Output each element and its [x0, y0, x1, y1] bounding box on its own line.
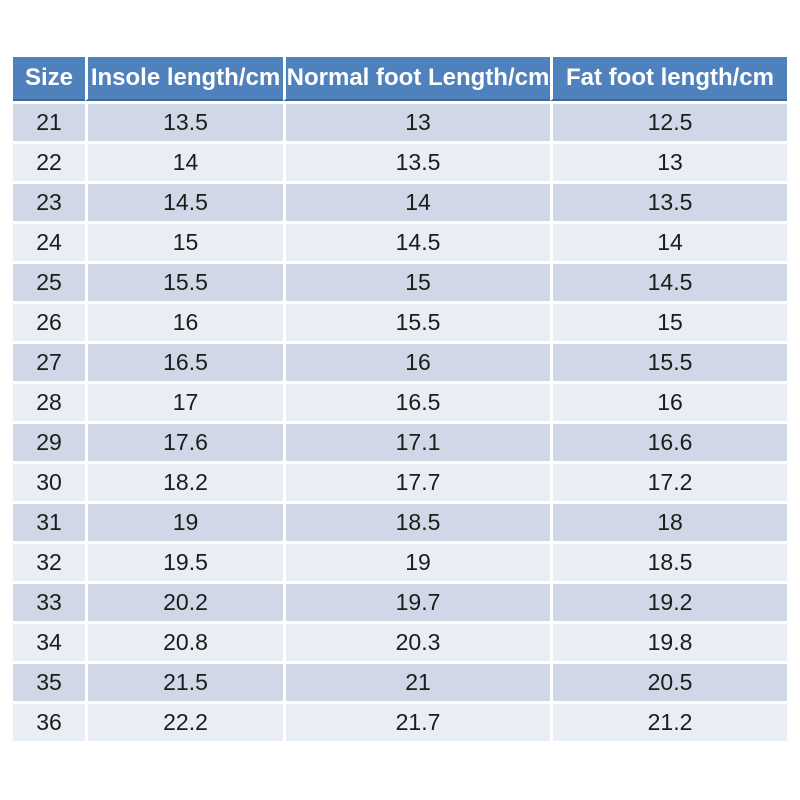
size-cell: 26 [13, 304, 85, 344]
size-cell: 31 [13, 504, 85, 544]
table-row: 27 16.5 16 15.5 [13, 344, 787, 384]
table-row: 33 20.2 19.7 19.2 [13, 584, 787, 624]
value-cell: 19.7 [283, 584, 550, 624]
value-cell: 16 [85, 304, 283, 344]
value-cell: 19.2 [550, 584, 787, 624]
value-cell: 13.5 [85, 101, 283, 144]
value-cell: 17.1 [283, 424, 550, 464]
size-cell: 30 [13, 464, 85, 504]
size-cell: 22 [13, 144, 85, 184]
value-cell: 21.7 [283, 704, 550, 744]
value-cell: 13.5 [550, 184, 787, 224]
value-cell: 14 [550, 224, 787, 264]
size-chart-table: Size Insole length/cm Normal foot Length… [13, 57, 787, 744]
value-cell: 21.2 [550, 704, 787, 744]
value-cell: 15.5 [85, 264, 283, 304]
table-row: 30 18.2 17.7 17.2 [13, 464, 787, 504]
column-header-insole-length: Insole length/cm [85, 57, 283, 101]
value-cell: 19 [283, 544, 550, 584]
value-cell: 18.2 [85, 464, 283, 504]
value-cell: 17.6 [85, 424, 283, 464]
size-chart: Size Insole length/cm Normal foot Length… [13, 57, 787, 744]
value-cell: 13 [283, 101, 550, 144]
table-row: 36 22.2 21.7 21.2 [13, 704, 787, 744]
table-header-row: Size Insole length/cm Normal foot Length… [13, 57, 787, 101]
value-cell: 18 [550, 504, 787, 544]
value-cell: 16.5 [283, 384, 550, 424]
value-cell: 14.5 [283, 224, 550, 264]
table-row: 31 19 18.5 18 [13, 504, 787, 544]
size-cell: 29 [13, 424, 85, 464]
value-cell: 20.2 [85, 584, 283, 624]
value-cell: 15.5 [550, 344, 787, 384]
table-row: 21 13.5 13 12.5 [13, 101, 787, 144]
value-cell: 21 [283, 664, 550, 704]
value-cell: 19.5 [85, 544, 283, 584]
value-cell: 22.2 [85, 704, 283, 744]
size-cell: 25 [13, 264, 85, 304]
value-cell: 21.5 [85, 664, 283, 704]
table-row: 29 17.6 17.1 16.6 [13, 424, 787, 464]
value-cell: 19 [85, 504, 283, 544]
value-cell: 16.5 [85, 344, 283, 384]
value-cell: 13 [550, 144, 787, 184]
table-body: 21 13.5 13 12.5 22 14 13.5 13 23 14.5 14 13.5 24 15 14… [13, 101, 787, 744]
table-row: 23 14.5 14 13.5 [13, 184, 787, 224]
column-header-size: Size [13, 57, 85, 101]
value-cell: 15 [85, 224, 283, 264]
value-cell: 20.3 [283, 624, 550, 664]
value-cell: 17.2 [550, 464, 787, 504]
table-row: 25 15.5 15 14.5 [13, 264, 787, 304]
value-cell: 12.5 [550, 101, 787, 144]
value-cell: 14 [283, 184, 550, 224]
value-cell: 20.5 [550, 664, 787, 704]
value-cell: 14 [85, 144, 283, 184]
value-cell: 17 [85, 384, 283, 424]
size-cell: 33 [13, 584, 85, 624]
column-header-fat-foot-length: Fat foot length/cm [550, 57, 787, 101]
size-cell: 28 [13, 384, 85, 424]
size-cell: 24 [13, 224, 85, 264]
size-cell: 34 [13, 624, 85, 664]
table-row: 34 20.8 20.3 19.8 [13, 624, 787, 664]
value-cell: 16 [550, 384, 787, 424]
value-cell: 14.5 [550, 264, 787, 304]
value-cell: 16.6 [550, 424, 787, 464]
table-row: 35 21.5 21 20.5 [13, 664, 787, 704]
size-cell: 27 [13, 344, 85, 384]
value-cell: 19.8 [550, 624, 787, 664]
column-header-normal-foot-length: Normal foot Length/cm [283, 57, 550, 101]
size-cell: 35 [13, 664, 85, 704]
size-cell: 21 [13, 101, 85, 144]
value-cell: 18.5 [283, 504, 550, 544]
table-row: 22 14 13.5 13 [13, 144, 787, 184]
value-cell: 14.5 [85, 184, 283, 224]
value-cell: 15 [283, 264, 550, 304]
table-row: 32 19.5 19 18.5 [13, 544, 787, 584]
value-cell: 20.8 [85, 624, 283, 664]
size-cell: 36 [13, 704, 85, 744]
size-cell: 32 [13, 544, 85, 584]
table-row: 28 17 16.5 16 [13, 384, 787, 424]
value-cell: 16 [283, 344, 550, 384]
table-row: 24 15 14.5 14 [13, 224, 787, 264]
value-cell: 17.7 [283, 464, 550, 504]
size-cell: 23 [13, 184, 85, 224]
value-cell: 15 [550, 304, 787, 344]
table-row: 26 16 15.5 15 [13, 304, 787, 344]
value-cell: 15.5 [283, 304, 550, 344]
value-cell: 13.5 [283, 144, 550, 184]
value-cell: 18.5 [550, 544, 787, 584]
